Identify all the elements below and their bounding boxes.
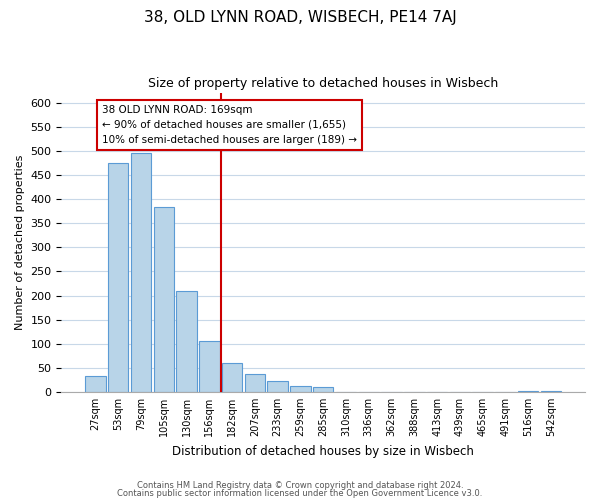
Bar [245, 374, 265, 392]
Text: Contains HM Land Registry data © Crown copyright and database right 2024.: Contains HM Land Registry data © Crown c… [137, 481, 463, 490]
Text: 38 OLD LYNN ROAD: 169sqm
← 90% of detached houses are smaller (1,655)
10% of sem: 38 OLD LYNN ROAD: 169sqm ← 90% of detach… [102, 105, 357, 144]
Text: 38, OLD LYNN ROAD, WISBECH, PE14 7AJ: 38, OLD LYNN ROAD, WISBECH, PE14 7AJ [143, 10, 457, 25]
Bar [222, 363, 242, 392]
Bar [290, 386, 311, 392]
Bar [199, 342, 220, 392]
Bar [154, 208, 174, 392]
Bar [85, 376, 106, 392]
Bar [108, 163, 128, 392]
Bar [518, 391, 538, 392]
Bar [541, 391, 561, 392]
Bar [131, 154, 151, 392]
Bar [268, 382, 288, 392]
Y-axis label: Number of detached properties: Number of detached properties [15, 155, 25, 330]
Title: Size of property relative to detached houses in Wisbech: Size of property relative to detached ho… [148, 78, 499, 90]
Bar [176, 290, 197, 392]
Bar [313, 386, 334, 392]
Text: Contains public sector information licensed under the Open Government Licence v3: Contains public sector information licen… [118, 488, 482, 498]
X-axis label: Distribution of detached houses by size in Wisbech: Distribution of detached houses by size … [172, 444, 474, 458]
